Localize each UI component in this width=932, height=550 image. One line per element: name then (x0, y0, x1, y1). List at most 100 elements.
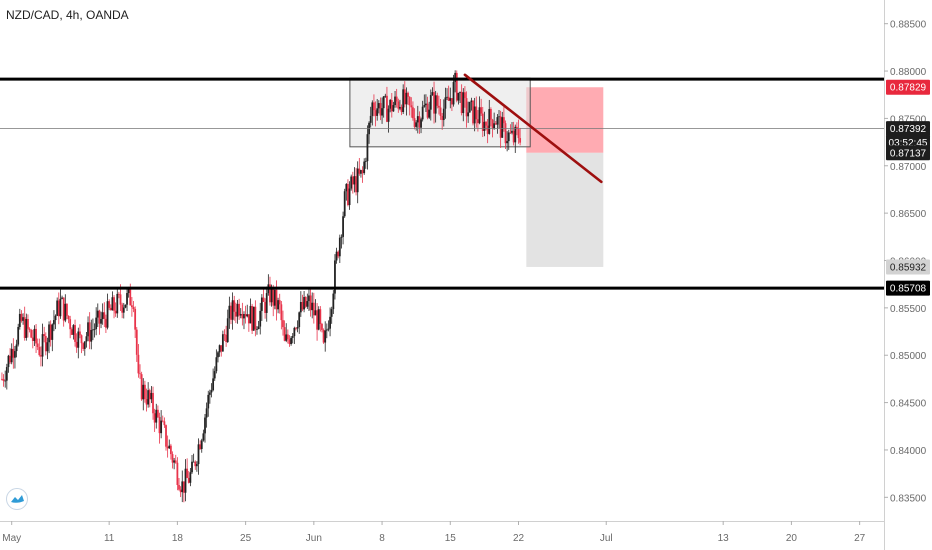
candle (147, 382, 150, 408)
candle-body (210, 390, 213, 393)
candle-body (215, 357, 218, 372)
x-tick-label: Jul (600, 533, 613, 544)
candle-body (426, 103, 429, 118)
tradingview-logo-icon[interactable] (6, 488, 28, 510)
candle (277, 297, 279, 314)
candle (83, 341, 86, 356)
candle (179, 486, 182, 498)
candle (478, 96, 481, 125)
candle (114, 302, 117, 317)
candle-body (173, 460, 176, 463)
candle-body (243, 314, 245, 319)
candle (15, 339, 18, 358)
candle (290, 335, 292, 346)
candle-body (186, 468, 189, 478)
candle-body (324, 330, 327, 343)
candle (49, 320, 52, 347)
candle-body (429, 95, 432, 110)
candle (476, 110, 479, 132)
candle (316, 303, 318, 341)
y-tick-label: 0.88500 (890, 20, 927, 31)
candle-body (109, 307, 112, 311)
candle (62, 297, 65, 327)
candle-body (457, 92, 460, 101)
candle-body (329, 316, 331, 329)
candle (507, 129, 510, 150)
stop-loss-zone (526, 87, 604, 153)
candle (134, 306, 137, 338)
candle (420, 117, 422, 134)
candle (48, 321, 50, 354)
candle-body (374, 110, 377, 116)
candle (394, 90, 396, 108)
candle (168, 439, 171, 449)
candle (512, 121, 515, 146)
candle-body (212, 378, 215, 391)
candle (249, 298, 252, 324)
candle (376, 98, 379, 121)
x-tick-label: 22 (513, 533, 525, 544)
candle (208, 389, 211, 404)
candle (186, 458, 189, 479)
candle-body (93, 329, 96, 330)
candle (194, 460, 197, 470)
candle (501, 111, 504, 138)
candle-body (491, 119, 494, 129)
candle (17, 323, 20, 347)
candle (252, 306, 255, 331)
candle-body (322, 329, 325, 343)
candle-body (69, 319, 72, 330)
candle-body (434, 95, 437, 114)
candle-body (44, 336, 47, 352)
candle (70, 327, 73, 335)
candle-body (23, 317, 26, 338)
candle (139, 364, 141, 379)
candle-body (467, 112, 470, 117)
candle-body (293, 327, 296, 337)
candle-body (335, 251, 338, 261)
downtrend-line (463, 73, 603, 184)
candle-body (223, 334, 226, 336)
candle-body (397, 101, 400, 109)
candle-body (285, 334, 288, 341)
candle-body (20, 313, 23, 321)
candle-body (103, 312, 106, 319)
candle-body (204, 417, 206, 434)
candle (2, 374, 5, 387)
candle (351, 171, 354, 194)
candle (321, 322, 323, 333)
candle-body (87, 322, 89, 337)
candle (322, 328, 325, 344)
candle-body (48, 324, 50, 343)
candle-body (316, 310, 318, 330)
candle-body (174, 460, 177, 463)
candle (428, 101, 431, 119)
candle-body (330, 309, 333, 317)
x-tick-label: Jun (306, 533, 322, 544)
candle (59, 288, 62, 319)
candle-body (205, 408, 208, 418)
candle (5, 363, 8, 390)
candle-body (351, 176, 354, 185)
candle-body (511, 130, 513, 133)
candle (228, 296, 231, 329)
candle-body (12, 348, 15, 358)
candle (118, 291, 120, 299)
candle-body (454, 72, 457, 83)
candle-body (444, 97, 447, 109)
candle-body (189, 472, 192, 483)
candle (234, 302, 237, 324)
candle (169, 443, 172, 460)
candle (109, 304, 112, 311)
candle-body (455, 72, 458, 101)
candle (493, 112, 496, 130)
candle-body (343, 191, 346, 217)
candle-body (301, 301, 304, 310)
candle-body (502, 117, 505, 124)
candle-body (489, 109, 492, 120)
candle (233, 295, 236, 321)
candle (246, 304, 249, 318)
candle-body (363, 161, 366, 174)
price-label-text: 0.85708 (890, 284, 927, 295)
